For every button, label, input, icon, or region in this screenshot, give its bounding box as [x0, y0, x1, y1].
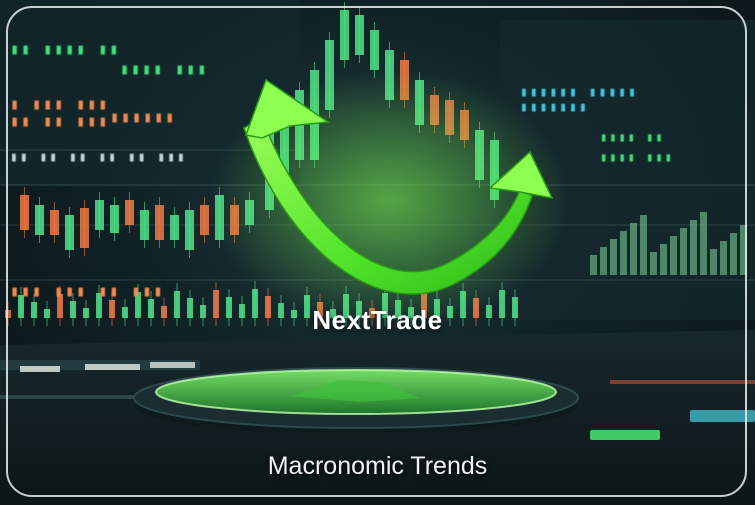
ticker-text: ▮▮▮ ▮▮▮ ▮▮ ▮▮▮	[10, 282, 165, 300]
volume-bar	[690, 220, 697, 275]
volume-bar	[740, 225, 747, 275]
volume-bars	[590, 212, 747, 275]
ticker-text: ▮▮ ▮▮▮▮ ▮▮	[10, 40, 121, 58]
ticker-text: ▮▮▮▮▮▮ ▮▮▮▮▮	[520, 85, 638, 100]
volume-bar	[650, 252, 657, 275]
volume-bar	[700, 212, 707, 275]
volume-bar	[670, 236, 677, 275]
trend-arrow-icon	[243, 78, 554, 295]
volume-bar	[710, 249, 717, 275]
ticker-text: ▮▮ ▮▮ ▮▮ ▮▮ ▮▮ ▮▮▮	[10, 150, 187, 165]
volume-bar	[610, 239, 617, 275]
podium	[133, 367, 579, 435]
ticker-text: ▮▮▮▮ ▮▮▮	[600, 150, 674, 164]
ticker-text: ▮ ▮▮▮ ▮▮▮	[10, 95, 110, 113]
volume-bar	[630, 223, 637, 275]
brand-name: NextTrade	[312, 305, 443, 335]
volume-bar	[720, 241, 727, 275]
volume-bar	[660, 244, 667, 275]
volume-bar	[730, 233, 737, 275]
volume-bar	[680, 228, 687, 275]
volume-bar	[620, 231, 627, 275]
ticker-text: ▮▮ ▮▮ ▮▮▮	[10, 112, 110, 130]
tagline: Macronomic Trends	[267, 452, 488, 480]
volume-bar	[600, 247, 607, 275]
ticker-text: ▮▮▮▮ ▮▮	[600, 130, 665, 144]
volume-bar	[640, 215, 647, 275]
ticker-text: ▮▮▮▮▮▮▮	[520, 100, 589, 115]
volume-bar	[590, 255, 597, 275]
ticker-text: ▮▮▮▮ ▮▮▮	[120, 60, 209, 78]
ticker-text: ▮▮▮▮▮▮	[110, 108, 177, 126]
